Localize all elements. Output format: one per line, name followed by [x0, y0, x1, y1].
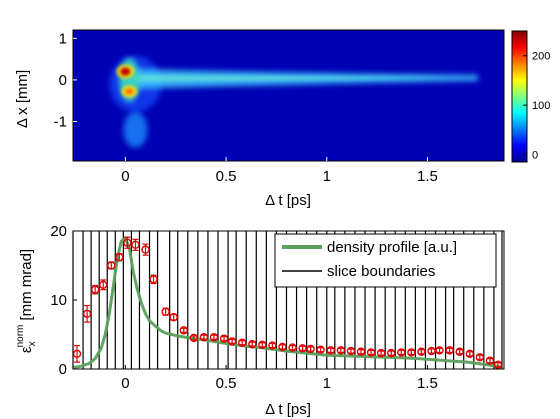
emittance-point: [435, 346, 444, 355]
emittance-point: [316, 345, 325, 354]
emittance-ytick-label: 20: [50, 223, 67, 240]
emittance-point: [131, 238, 140, 251]
heatmap-xlabel: Δ t [ps]: [265, 192, 311, 209]
emittance-point: [417, 347, 426, 356]
emittance-ytick-label: 0: [59, 361, 67, 378]
colorbar-tick-label: 0: [532, 150, 538, 162]
emittance-ytick-label: 10: [50, 292, 67, 309]
colorbar: 0 100 200: [511, 30, 550, 163]
emittance-xlabel: Δ t [ps]: [265, 401, 311, 418]
emittance-point: [115, 253, 124, 262]
colorbar-tick-label: 200: [532, 51, 550, 63]
emittance-point: [376, 348, 386, 358]
emittance-point: [123, 236, 132, 249]
emittance-point: [445, 346, 454, 355]
heatmap-ylabel: Δ x [mm]: [14, 70, 31, 128]
heatmap-xtick-label: 0: [121, 168, 129, 185]
heatmap-xtick-label: 1.5: [417, 168, 438, 185]
emittance-xtick-label: 1: [323, 375, 331, 392]
heatmap-hotspot: [116, 64, 135, 79]
emittance-point: [149, 274, 158, 285]
emittance-point: [141, 243, 150, 256]
emittance-point: [268, 341, 277, 350]
emittance-point: [278, 342, 287, 352]
ylabel-symbol: ε: [18, 346, 35, 353]
emittance-xtick-label: 1.5: [417, 375, 438, 392]
emittance-point: [493, 360, 503, 370]
emittance-point: [199, 333, 209, 342]
emittance-point: [99, 279, 108, 291]
emittance-panel: 0 0.5 1 1.5 0 10 20 density profile [a.u.] sli…: [15, 223, 505, 418]
emittance-point: [90, 284, 100, 295]
emittance-point: [326, 346, 335, 355]
colorbar-gradient: [511, 30, 528, 163]
emittance-point: [72, 344, 82, 363]
emittance-point: [387, 348, 396, 358]
emittance-point: [227, 337, 237, 346]
legend-slice-label: slice boundaries: [327, 263, 435, 280]
ylabel-subscript: x: [27, 341, 38, 346]
emittance-point: [475, 353, 485, 362]
emittance-point: [179, 326, 188, 335]
emittance-point: [465, 349, 474, 359]
emittance-ylabel: εxnorm [mm mrad]: [15, 249, 38, 353]
emittance-point: [161, 307, 170, 316]
ylabel-superscript: norm: [15, 325, 26, 348]
heatmap-hotspot: [121, 85, 138, 98]
heatmap-ytick-label: -1: [54, 113, 67, 130]
emittance-point: [237, 338, 247, 347]
emittance-point: [455, 347, 464, 356]
emittance-point: [356, 347, 366, 356]
emittance-xtick-label: 0: [121, 375, 129, 392]
emittance-point: [219, 334, 229, 343]
emittance-point: [258, 340, 267, 350]
heatmap-xtick-label: 0.5: [216, 168, 237, 185]
emittance-point: [169, 313, 178, 322]
heatmap-panel: 0 0.5 1 1.5 1 0 -1 Δ t [ps] Δ x [mm] 0 100 200: [14, 29, 550, 209]
emittance-point: [346, 346, 356, 356]
heatmap-image: [73, 30, 504, 161]
emittance-point: [427, 346, 436, 356]
legend-density-label: density profile [a.u.]: [327, 239, 457, 256]
legend: density profile [a.u.] slice boundaries: [274, 233, 497, 288]
heatmap-ytick-label: 0: [59, 72, 67, 89]
legend-box: [274, 233, 497, 288]
emittance-point: [366, 348, 376, 357]
svg-text:εxnorm[mm mrad]: εxnorm [mm mrad]: [15, 249, 38, 353]
emittance-point: [336, 346, 346, 355]
emittance-point: [288, 343, 297, 352]
emittance-point: [82, 304, 92, 323]
ylabel-unit: [mm mrad]: [18, 249, 35, 321]
colorbar-tick-label: 100: [532, 100, 550, 112]
density-profile-line: [72, 236, 501, 370]
emittance-point: [248, 339, 257, 349]
heatmap-xtick-label: 1: [323, 168, 331, 185]
heatmap-ytick-label: 1: [59, 30, 67, 47]
heatmap-lower-lobe: [123, 111, 148, 148]
emittance-point: [209, 333, 219, 342]
emittance-point: [306, 344, 315, 354]
heatmap-tail-core: [135, 74, 448, 82]
emittance-point: [107, 261, 116, 270]
emittance-point: [189, 333, 199, 343]
emittance-point: [407, 348, 416, 357]
emittance-point: [298, 344, 307, 353]
emittance-point: [397, 348, 406, 357]
emittance-point: [485, 356, 495, 365]
emittance-xtick-label: 0.5: [216, 375, 237, 392]
heatmap-frame: [72, 29, 505, 162]
